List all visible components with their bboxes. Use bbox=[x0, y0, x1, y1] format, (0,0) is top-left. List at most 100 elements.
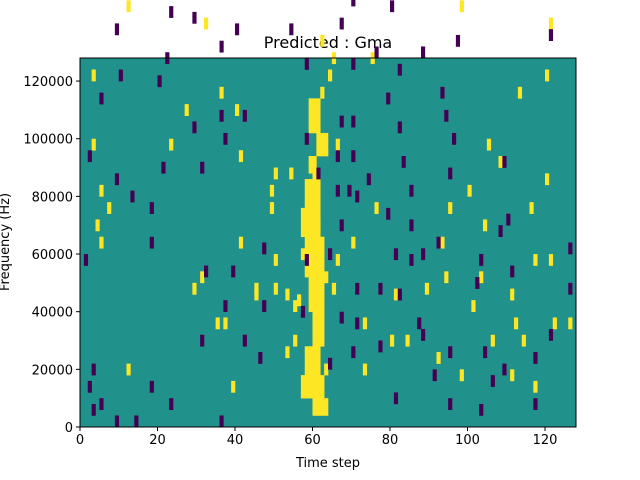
heatmap-cell-high bbox=[479, 271, 484, 284]
heatmap-cell-low bbox=[304, 254, 309, 266]
heatmap-cell-low bbox=[448, 346, 453, 359]
heatmap-cell-high bbox=[316, 184, 321, 191]
heatmap-cell-low bbox=[533, 352, 538, 364]
y-tick-label: 0 bbox=[65, 421, 73, 436]
heatmap-cell-low bbox=[351, 58, 356, 70]
heatmap-cell-high bbox=[483, 219, 488, 232]
heatmap-cell-high bbox=[316, 109, 321, 116]
heatmap-cell-high bbox=[316, 300, 321, 307]
heatmap-cell-high bbox=[320, 305, 325, 312]
heatmap-cell-low bbox=[87, 150, 92, 163]
heatmap-cell-high bbox=[304, 242, 309, 249]
heatmap-cell-high bbox=[316, 282, 321, 289]
heatmap-cell-high bbox=[312, 202, 317, 209]
heatmap-cell-high bbox=[320, 271, 325, 278]
heatmap-cell-low bbox=[351, 0, 356, 7]
heatmap-cell-low bbox=[378, 340, 383, 353]
heatmap-cell-low bbox=[568, 242, 573, 255]
heatmap-cell-high bbox=[95, 219, 100, 232]
heatmap-cell-high bbox=[300, 230, 306, 238]
heatmap-cell-high bbox=[316, 219, 321, 232]
heatmap-cell-high bbox=[169, 138, 174, 151]
heatmap-cell-high bbox=[316, 265, 321, 272]
heatmap-cell-high bbox=[304, 363, 309, 370]
heatmap-cell-low bbox=[289, 23, 294, 36]
heatmap-cell-high bbox=[308, 121, 313, 128]
heatmap-cell-high bbox=[324, 150, 329, 157]
heatmap-cell-high bbox=[312, 363, 317, 370]
heatmap-cell-high bbox=[316, 121, 321, 128]
heatmap-cell-high bbox=[308, 369, 313, 376]
heatmap-cell-high bbox=[312, 109, 317, 116]
heatmap-cell-high bbox=[316, 369, 321, 376]
heatmap-cell-low bbox=[339, 17, 344, 30]
x-tick-label: 60 bbox=[304, 433, 321, 448]
heatmap-cell-low bbox=[99, 92, 104, 105]
heatmap-cell-high bbox=[126, 363, 131, 376]
chart-title: Predicted : Gma bbox=[264, 33, 392, 52]
heatmap-cell-low bbox=[455, 34, 461, 47]
heatmap-cell-high bbox=[126, 0, 131, 13]
heatmap-cell-low bbox=[262, 300, 267, 312]
heatmap-cell-high bbox=[308, 380, 313, 387]
heatmap-cell-high bbox=[285, 346, 290, 359]
heatmap-cell-high bbox=[320, 334, 325, 341]
heatmap-cell-low bbox=[223, 132, 228, 145]
heatmap-cell-high bbox=[304, 392, 309, 399]
heatmap-cell-high bbox=[517, 86, 523, 99]
heatmap-cell-high bbox=[300, 386, 306, 393]
heatmap-cell-low bbox=[300, 305, 306, 318]
heatmap-cell-high bbox=[308, 179, 313, 186]
heatmap-cell-low bbox=[366, 173, 371, 186]
heatmap-cell-high bbox=[316, 104, 321, 111]
heatmap-cell-high bbox=[308, 225, 313, 232]
heatmap-cell-high bbox=[238, 150, 244, 163]
heatmap-cell-low bbox=[99, 398, 104, 410]
heatmap-cell-low bbox=[91, 403, 96, 416]
heatmap-cell-high bbox=[320, 317, 325, 324]
heatmap-cell-high bbox=[312, 213, 317, 220]
heatmap-cell-low bbox=[114, 23, 120, 36]
heatmap-cell-high bbox=[312, 277, 317, 284]
heatmap-cell-low bbox=[421, 46, 426, 59]
heatmap-cell-high bbox=[300, 219, 306, 226]
heatmap-cell-high bbox=[300, 392, 306, 399]
heatmap-cell-high bbox=[308, 352, 313, 359]
heatmap-cell-low bbox=[347, 184, 352, 197]
heatmap-cell-high bbox=[312, 115, 317, 122]
x-tick-label: 40 bbox=[227, 433, 244, 448]
heatmap-cell-low bbox=[479, 403, 484, 416]
heatmap-cell-low bbox=[134, 415, 139, 428]
heatmap-cell-low bbox=[421, 328, 426, 341]
heatmap-cell-high bbox=[320, 254, 325, 261]
heatmap-cell-high bbox=[304, 248, 309, 255]
heatmap-cell-high bbox=[316, 409, 321, 416]
heatmap-cell-high bbox=[312, 398, 317, 405]
heatmap-cell-low bbox=[242, 109, 247, 122]
heatmap-cell-high bbox=[320, 340, 325, 347]
heatmap-cell-low bbox=[339, 115, 344, 128]
heatmap-cell-high bbox=[269, 202, 275, 214]
heatmap-cell-low bbox=[235, 23, 240, 36]
heatmap-cell-high bbox=[312, 207, 317, 214]
y-axis: 0 20000 40000 60000 80000 100000 120000 bbox=[23, 75, 80, 436]
heatmap-cell-high bbox=[312, 161, 317, 168]
heatmap-cell-high bbox=[269, 184, 275, 197]
heatmap-cell-high bbox=[312, 184, 317, 191]
heatmap-cell-high bbox=[308, 202, 313, 209]
heatmap-cell-low bbox=[386, 92, 391, 105]
heatmap-cell-high bbox=[304, 207, 309, 214]
heatmap-cell-high bbox=[231, 380, 236, 393]
heatmap-cell-high bbox=[316, 98, 321, 105]
x-tick-label: 100 bbox=[455, 433, 480, 448]
heatmap-cell-high bbox=[312, 323, 317, 330]
heatmap-cell-low bbox=[502, 363, 507, 376]
heatmap-cell-high bbox=[184, 104, 189, 116]
heatmap-cell-high bbox=[316, 230, 321, 238]
heatmap-cell-high bbox=[312, 357, 317, 364]
heatmap-cell-high bbox=[362, 363, 368, 376]
heatmap-cell-high bbox=[308, 294, 313, 301]
heatmap-cell-low bbox=[452, 132, 457, 145]
heatmap-cell-low bbox=[87, 380, 92, 393]
heatmap-cell-high bbox=[312, 288, 317, 301]
